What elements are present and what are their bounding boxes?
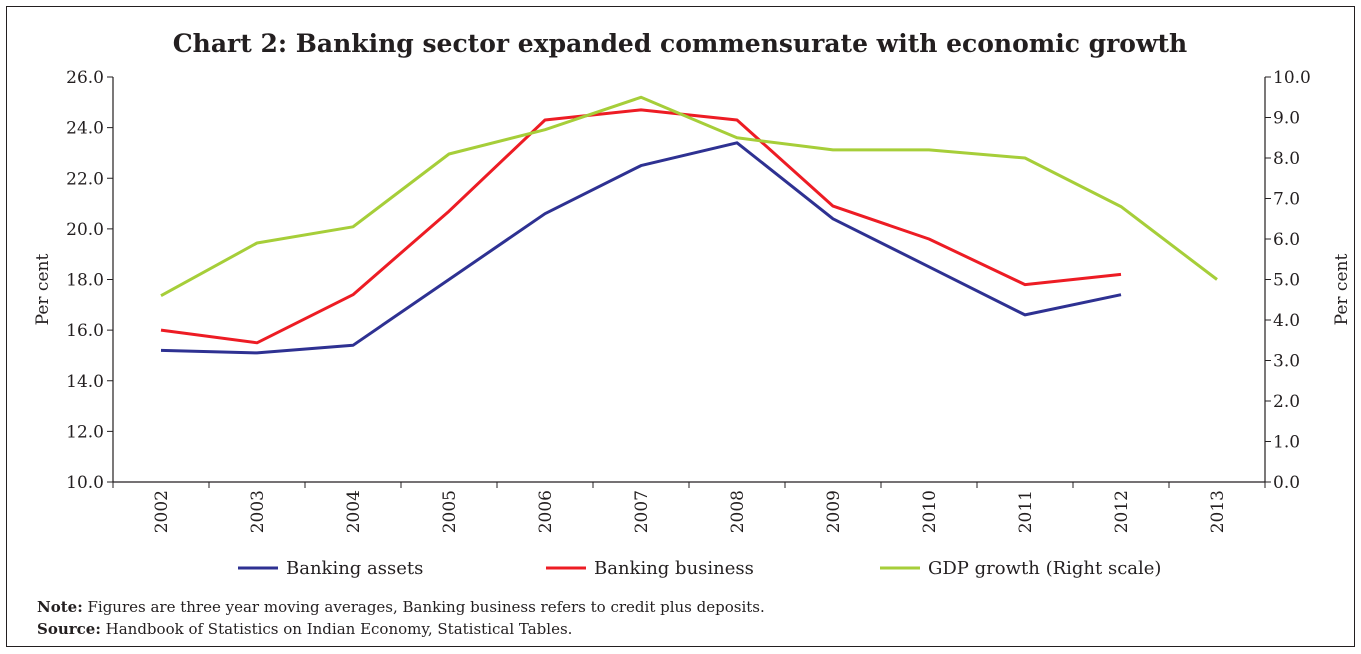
right-tick-label: 2.0 [1273, 392, 1300, 412]
source-label: Source: [37, 620, 101, 638]
y-axis-label-right: Per cent [1332, 254, 1352, 326]
source-text: Handbook of Statistics on Indian Economy… [100, 620, 573, 638]
y-axis-label-left: Per cent [33, 254, 53, 326]
x-tick-label: 2009 [824, 490, 844, 533]
note-text: Figures are three year moving averages, … [82, 598, 765, 616]
x-tick-label: 2011 [1016, 490, 1036, 533]
right-tick-label: 4.0 [1273, 311, 1300, 331]
legend-label: Banking assets [286, 558, 423, 579]
left-tick-label: 22.0 [66, 169, 104, 189]
x-tick-label: 2005 [440, 490, 460, 533]
left-tick-label: 20.0 [66, 220, 104, 240]
left-tick-label: 16.0 [66, 321, 104, 341]
notes: Note: Figures are three year moving aver… [37, 596, 765, 640]
left-tick-label: 10.0 [66, 473, 104, 493]
chart-title: Chart 2: Banking sector expanded commens… [173, 29, 1187, 58]
left-tick-label: 14.0 [66, 372, 104, 392]
left-tick-label: 18.0 [66, 271, 104, 291]
right-tick-label: 10.0 [1273, 68, 1311, 88]
x-tick-label: 2008 [728, 490, 748, 533]
x-tick-label: 2003 [248, 490, 268, 533]
x-tick-label: 2013 [1208, 490, 1228, 533]
left-tick-label: 24.0 [66, 119, 104, 139]
series-line-banking-business [160, 108, 1122, 345]
legend-label: GDP growth (Right scale) [928, 558, 1161, 579]
x-tick-label: 2007 [632, 490, 652, 533]
source-line: Source: Handbook of Statistics on Indian… [37, 618, 765, 640]
x-tick-label: 2012 [1112, 490, 1132, 533]
note-line: Note: Figures are three year moving aver… [37, 596, 765, 618]
right-tick-label: 3.0 [1273, 352, 1300, 372]
right-tick-label: 0.0 [1273, 473, 1300, 493]
legend: Banking assets Banking business GDP growth… [238, 558, 1161, 579]
right-tick-label: 1.0 [1273, 433, 1300, 453]
x-tick-label: 2004 [344, 490, 364, 533]
note-label: Note: [37, 598, 83, 616]
plot-area [160, 95, 1218, 355]
x-tick-label: 2002 [152, 490, 172, 533]
left-tick-label: 12.0 [66, 422, 104, 442]
series-line-banking-assets [160, 141, 1122, 355]
right-tick-label: 6.0 [1273, 230, 1300, 250]
right-tick-label: 7.0 [1273, 190, 1300, 210]
right-tick-label: 8.0 [1273, 149, 1300, 169]
left-tick-label: 26.0 [66, 68, 104, 88]
right-tick-label: 9.0 [1273, 109, 1300, 129]
right-tick-label: 5.0 [1273, 271, 1300, 291]
legend-label: Banking business [594, 558, 754, 579]
x-tick-label: 2010 [920, 490, 940, 533]
x-tick-label: 2006 [536, 490, 556, 533]
series-line-gdp-growth-right-scale [160, 95, 1218, 298]
chart-frame [6, 6, 1355, 647]
axes: 10.0 12.0 14.0 16.0 18.0 20.0 22.0 24.0 26.0 0.0 1… [33, 68, 1352, 533]
